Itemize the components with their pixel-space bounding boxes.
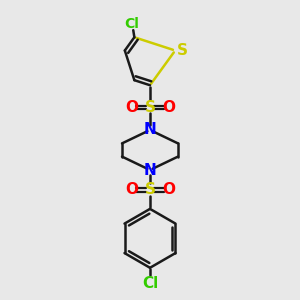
- Text: O: O: [125, 100, 138, 115]
- Text: S: S: [145, 100, 155, 115]
- Text: S: S: [145, 182, 155, 197]
- Text: Cl: Cl: [142, 276, 158, 291]
- Text: O: O: [125, 182, 138, 197]
- Text: N: N: [144, 122, 156, 137]
- Text: Cl: Cl: [124, 17, 139, 31]
- Text: S: S: [177, 43, 188, 58]
- Text: O: O: [162, 100, 175, 115]
- Text: N: N: [144, 163, 156, 178]
- Text: O: O: [162, 182, 175, 197]
